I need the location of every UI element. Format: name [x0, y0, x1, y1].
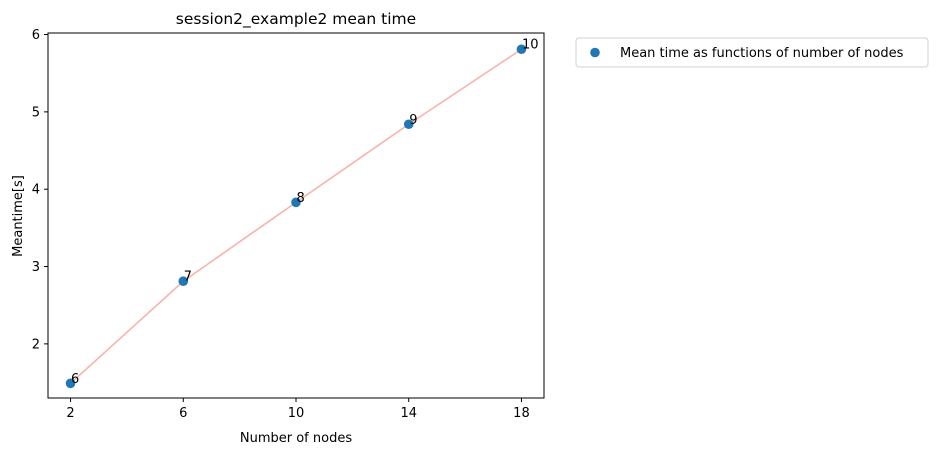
x-axis: 2 6 10 14 18 — [66, 398, 530, 421]
point-layer — [65, 44, 527, 389]
legend-label: Mean time as functions of number of node… — [620, 46, 904, 61]
annotation-layer: 6 7 8 9 10 — [71, 38, 538, 387]
point-label: 7 — [184, 270, 192, 285]
x-tick-label: 2 — [66, 406, 74, 421]
y-axis: 2 3 4 5 6 — [32, 28, 48, 352]
legend-box — [575, 37, 929, 68]
y-tick-label: 6 — [32, 28, 40, 43]
point-label: 9 — [409, 113, 417, 128]
x-tick-label: 10 — [288, 406, 305, 421]
chart-title: session2_example2 mean time — [176, 10, 416, 29]
data-point — [178, 276, 189, 287]
axes-background — [48, 33, 544, 398]
x-tick-label: 18 — [513, 406, 530, 421]
x-tick-label: 14 — [400, 406, 417, 421]
data-point — [516, 44, 527, 55]
data-point — [291, 197, 301, 208]
legend-marker — [590, 47, 600, 58]
y-tick-label: 5 — [32, 105, 40, 120]
plot-area: 6 7 8 9 10 — [47, 32, 545, 399]
legend: Mean time as functions of number of node… — [575, 37, 929, 68]
y-tick-label: 2 — [32, 337, 40, 352]
point-label: 8 — [297, 191, 305, 206]
y-tick-label: 4 — [32, 183, 40, 198]
data-point — [403, 119, 414, 130]
x-axis-label: Number of nodes — [240, 431, 352, 446]
point-label: 10 — [522, 38, 539, 53]
x-tick-label: 6 — [179, 406, 187, 421]
point-label: 6 — [71, 372, 79, 387]
y-tick-label: 3 — [32, 260, 40, 275]
data-point — [65, 378, 76, 389]
y-axis-label: Meantime[s] — [11, 175, 26, 257]
